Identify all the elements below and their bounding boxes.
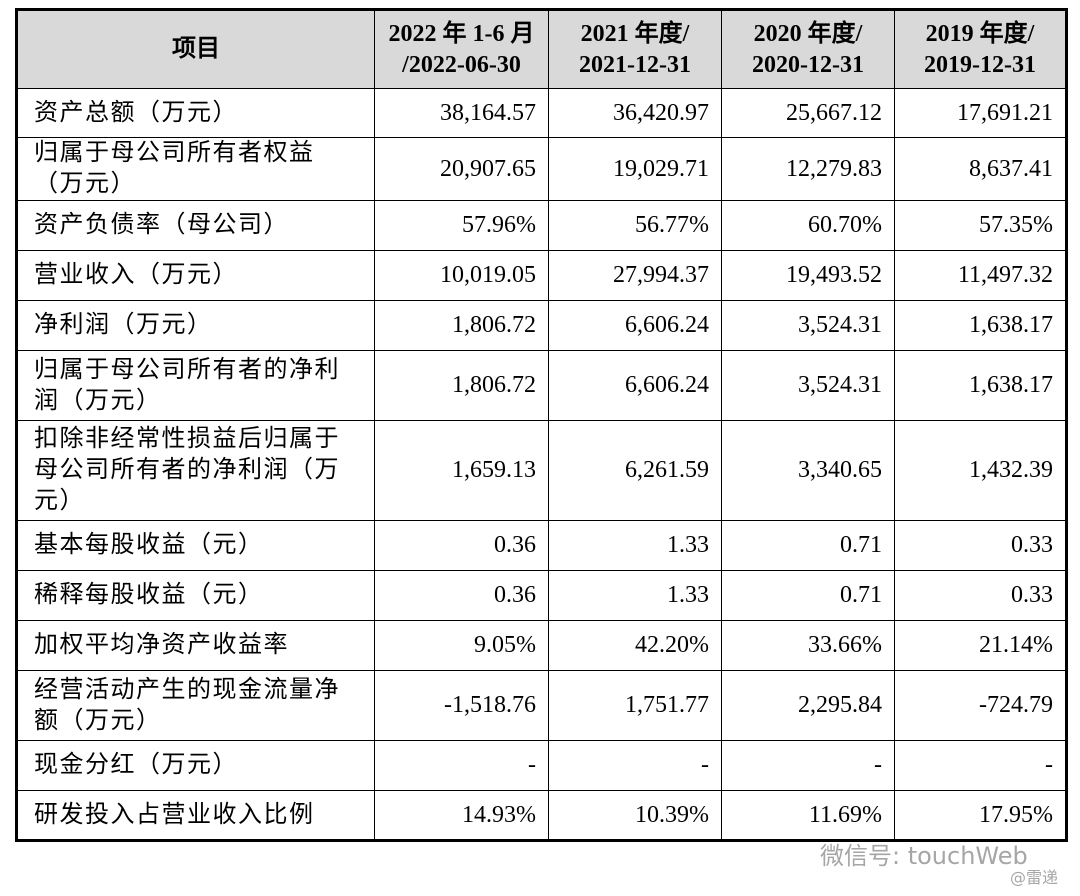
header-row: 项目 2022 年 1-6 月/2022-06-30 2021 年度/2021-12… [16, 9, 1067, 89]
value-cell: 3,524.31 [721, 300, 895, 351]
row-label: 基本每股收益（元） [16, 520, 375, 571]
value-cell: 9.05% [374, 620, 549, 671]
table-row: 扣除非经常性损益后归属于母公司所有者的净利润（万元） 1,659.13 6,261.… [16, 420, 1067, 521]
value-cell: 6,606.24 [548, 350, 722, 421]
value-cell: 1,638.17 [894, 300, 1067, 351]
value-cell: 6,261.59 [548, 420, 722, 521]
table-row: 净利润（万元） 1,806.72 6,606.24 3,524.31 1,638.17 [16, 300, 1067, 351]
value-cell: 0.71 [721, 520, 895, 571]
value-cell: 20,907.65 [374, 137, 549, 201]
table-row: 归属于母公司所有者权益（万元） 20,907.65 19,029.71 12,279.… [16, 137, 1067, 201]
value-cell: 3,524.31 [721, 350, 895, 421]
header-line: /2022-06-30 [402, 51, 521, 78]
table-row: 资产总额（万元） 38,164.57 36,420.97 25,667.12 17,69… [16, 88, 1067, 138]
row-label: 资产负债率（母公司） [16, 200, 375, 251]
value-cell: 17.95% [894, 790, 1067, 841]
header-line: 2021-12-31 [579, 51, 691, 78]
value-cell: - [374, 740, 549, 791]
header-line: 2019-12-31 [924, 51, 1036, 78]
value-cell: 11.69% [721, 790, 895, 841]
value-cell: 42.20% [548, 620, 722, 671]
header-line: 2019 年度/ [925, 20, 1035, 47]
row-label: 扣除非经常性损益后归属于母公司所有者的净利润（万元） [16, 420, 375, 521]
watermark-account: 微信号: touchWeb [820, 842, 1028, 870]
value-cell: 19,029.71 [548, 137, 722, 201]
row-label: 净利润（万元） [16, 300, 375, 351]
value-cell: -724.79 [894, 670, 1067, 741]
row-label: 归属于母公司所有者权益（万元） [16, 137, 375, 201]
table-row: 资产负债率（母公司） 57.96% 56.77% 60.70% 57.35% [16, 200, 1067, 251]
value-cell: 60.70% [721, 200, 895, 251]
header-cell: 2019 年度/2019-12-31 [894, 9, 1067, 89]
value-cell: 11,497.32 [894, 250, 1067, 301]
value-cell: 0.33 [894, 520, 1067, 571]
value-cell: 1,432.39 [894, 420, 1067, 521]
value-cell: 10.39% [548, 790, 722, 841]
value-cell: - [894, 740, 1067, 791]
value-cell: -1,518.76 [374, 670, 549, 741]
row-label: 资产总额（万元） [16, 88, 375, 138]
value-cell: 0.36 [374, 570, 549, 621]
value-cell: 36,420.97 [548, 88, 722, 138]
value-cell: 33.66% [721, 620, 895, 671]
header-cell: 2022 年 1-6 月/2022-06-30 [374, 9, 549, 89]
table-row: 基本每股收益（元） 0.36 1.33 0.71 0.33 [16, 520, 1067, 571]
value-cell: 57.35% [894, 200, 1067, 251]
value-cell: 0.33 [894, 570, 1067, 621]
header-line: 2022 年 1-6 月 [388, 20, 535, 47]
value-cell: 12,279.83 [721, 137, 895, 201]
value-cell: - [721, 740, 895, 791]
value-cell: 38,164.57 [374, 88, 549, 138]
header-line: 项目 [172, 36, 220, 62]
value-cell: 1,638.17 [894, 350, 1067, 421]
table-row: 加权平均净资产收益率 9.05% 42.20% 33.66% 21.14% [16, 620, 1067, 671]
value-cell: 57.96% [374, 200, 549, 251]
value-cell: 21.14% [894, 620, 1067, 671]
row-label: 现金分红（万元） [16, 740, 375, 791]
value-cell: 1.33 [548, 520, 722, 571]
value-cell: - [548, 740, 722, 791]
value-cell: 25,667.12 [721, 88, 895, 138]
table-row: 营业收入（万元） 10,019.05 27,994.37 19,493.52 11,49… [16, 250, 1067, 301]
row-label: 归属于母公司所有者的净利润（万元） [16, 350, 375, 421]
header-line: 2020-12-31 [752, 51, 864, 78]
financial-table: 项目 2022 年 1-6 月/2022-06-30 2021 年度/2021-12… [15, 8, 1068, 842]
value-cell: 6,606.24 [548, 300, 722, 351]
value-cell: 0.71 [721, 570, 895, 621]
header-cell: 2020 年度/2020-12-31 [721, 9, 895, 89]
row-label: 研发投入占营业收入比例 [16, 790, 375, 841]
table-row: 稀释每股收益（元） 0.36 1.33 0.71 0.33 [16, 570, 1067, 621]
table-row: 归属于母公司所有者的净利润（万元） 1,806.72 6,606.24 3,524.3… [16, 350, 1067, 421]
table-row: 现金分红（万元） - - - - [16, 740, 1067, 791]
watermark-source: @雷递 [1010, 868, 1059, 887]
value-cell: 8,637.41 [894, 137, 1067, 201]
value-cell: 27,994.37 [548, 250, 722, 301]
value-cell: 0.36 [374, 520, 549, 571]
row-label: 营业收入（万元） [16, 250, 375, 301]
value-cell: 2,295.84 [721, 670, 895, 741]
value-cell: 14.93% [374, 790, 549, 841]
row-label: 稀释每股收益（元） [16, 570, 375, 621]
value-cell: 1,751.77 [548, 670, 722, 741]
value-cell: 1,659.13 [374, 420, 549, 521]
row-label: 加权平均净资产收益率 [16, 620, 375, 671]
header-cell: 2021 年度/2021-12-31 [548, 9, 722, 89]
value-cell: 1,806.72 [374, 300, 549, 351]
table-body: 资产总额（万元） 38,164.57 36,420.97 25,667.12 17,69… [16, 88, 1067, 841]
header-line: 2021 年度/ [580, 20, 690, 47]
table-row: 经营活动产生的现金流量净额（万元） -1,518.76 1,751.77 2,295.… [16, 670, 1067, 741]
header-cell: 项目 [16, 9, 375, 89]
table-row: 研发投入占营业收入比例 14.93% 10.39% 11.69% 17.95% [16, 790, 1067, 841]
row-label: 经营活动产生的现金流量净额（万元） [16, 670, 375, 741]
value-cell: 19,493.52 [721, 250, 895, 301]
value-cell: 1,806.72 [374, 350, 549, 421]
value-cell: 10,019.05 [374, 250, 549, 301]
header-line: 2020 年度/ [753, 20, 863, 47]
value-cell: 3,340.65 [721, 420, 895, 521]
value-cell: 56.77% [548, 200, 722, 251]
value-cell: 17,691.21 [894, 88, 1067, 138]
value-cell: 1.33 [548, 570, 722, 621]
